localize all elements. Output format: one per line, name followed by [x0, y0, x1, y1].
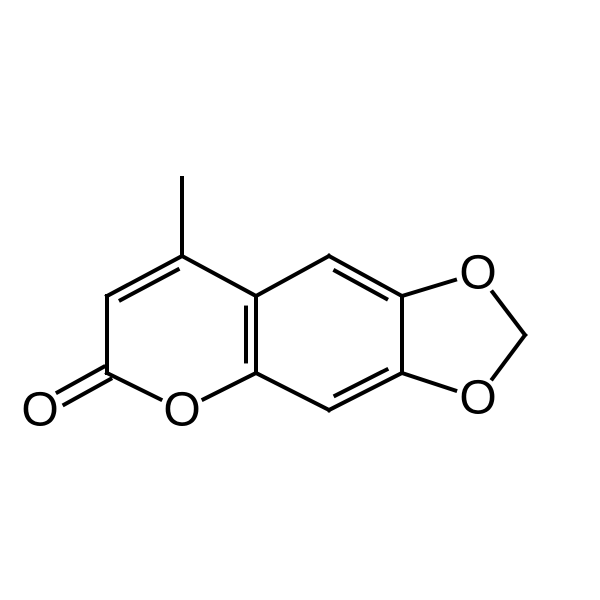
bond [329, 256, 402, 296]
atom-label-o: O [163, 384, 200, 437]
bond [203, 373, 256, 399]
bond [492, 335, 525, 379]
bond [107, 373, 160, 399]
molecule-diagram: O O O O [0, 0, 600, 600]
atom-label-o: O [21, 384, 58, 437]
atom-label-o: O [459, 372, 496, 425]
atom-label-o: O [459, 247, 496, 300]
bond [256, 256, 329, 296]
bond [182, 256, 256, 296]
bond [402, 280, 455, 296]
bond [107, 256, 182, 296]
bond [256, 373, 329, 410]
bond [492, 292, 525, 335]
bond [402, 373, 455, 391]
